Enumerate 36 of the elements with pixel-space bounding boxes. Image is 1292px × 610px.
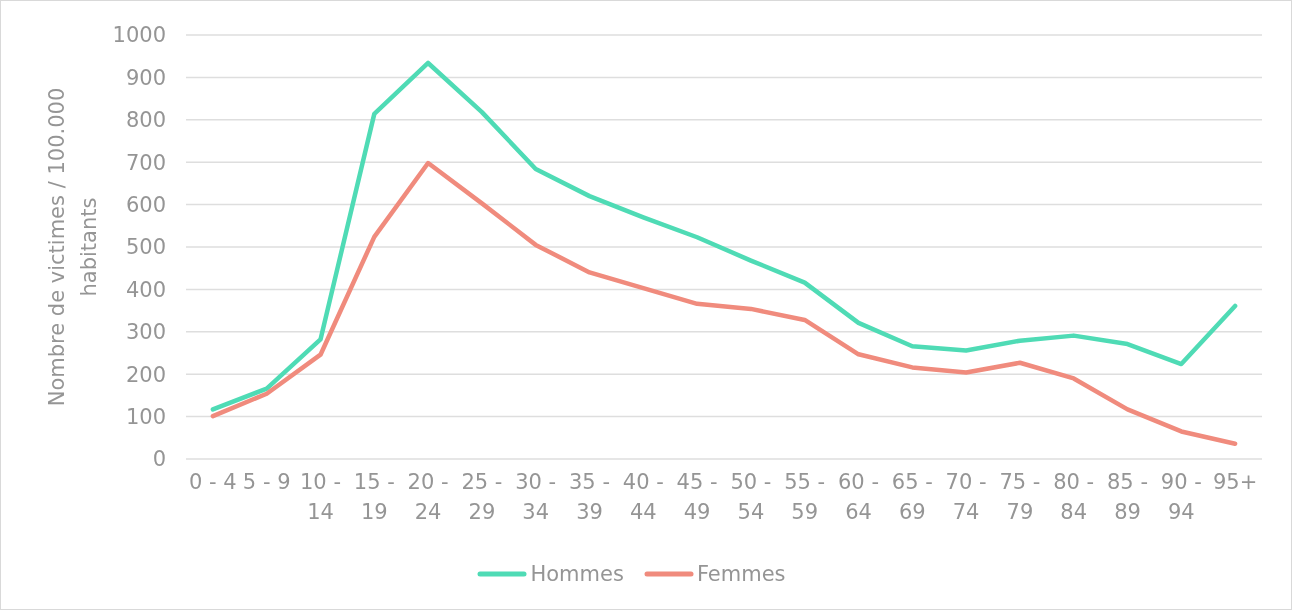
- y-tick-label: 300: [125, 320, 166, 345]
- x-tick-label: 50 - 54: [730, 470, 772, 524]
- x-tick-label: 80 - 84: [1053, 470, 1095, 524]
- x-tick-label: 65 - 69: [891, 470, 933, 524]
- y-tick-label: 500: [125, 235, 166, 260]
- legend-label: Hommes: [530, 562, 624, 586]
- y-tick-label: 600: [125, 193, 166, 218]
- y-tick-label: 0: [152, 447, 166, 472]
- x-tick-label: 10 - 14: [300, 470, 341, 524]
- x-tick-label: 0 - 4: [189, 470, 237, 494]
- x-tick-label: 85 - 89: [1107, 470, 1148, 524]
- x-tick-label: 95+: [1212, 470, 1258, 494]
- x-tick-label: 60 - 64: [838, 470, 879, 524]
- y-tick-label: 1000: [112, 23, 166, 48]
- y-tick-label: 400: [125, 277, 166, 302]
- y-tick-label: 800: [125, 108, 166, 133]
- x-tick-label: 35 - 39: [569, 470, 610, 524]
- x-tick-label: 15 - 19: [353, 470, 395, 524]
- line-series: [210, 160, 1238, 446]
- x-tick-label: 30 - 34: [515, 470, 557, 524]
- y-tick-label: 200: [125, 362, 166, 387]
- x-tick-label: 70 - 74: [945, 470, 987, 524]
- y-axis-title: Nombre de victimes / 100.000 habitants: [45, 87, 101, 407]
- x-tick-label: 5 - 9: [242, 470, 291, 494]
- x-tick-label: 25 - 29: [461, 470, 503, 524]
- x-tick-label: 45 - 49: [676, 470, 718, 524]
- x-tick-label: 90 - 94: [1160, 470, 1202, 524]
- x-tick-label: 40 - 44: [622, 470, 664, 524]
- x-tick-label: 55 - 59: [784, 470, 826, 524]
- y-tick-label: 900: [125, 65, 166, 90]
- y-tick-label: 100: [125, 405, 166, 430]
- y-tick-label: 700: [125, 150, 166, 175]
- line-series: [210, 60, 1238, 412]
- x-tick-label: 20 - 24: [407, 470, 449, 524]
- x-tick-label: 75 - 79: [999, 470, 1041, 524]
- legend-label: Femmes: [696, 562, 786, 586]
